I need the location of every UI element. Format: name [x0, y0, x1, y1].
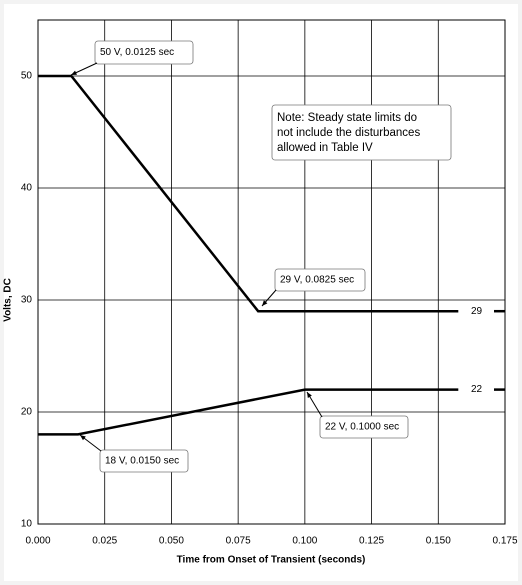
arrow-head [71, 70, 77, 75]
y-tick-label: 10 [21, 519, 33, 530]
callout-box [94, 40, 194, 65]
x-tick-label: 0.175 [492, 536, 517, 547]
x-tick-label: 0.100 [292, 536, 317, 547]
note-line: allowed in Table IV [277, 142, 373, 154]
series-line [38, 388, 459, 436]
x-tick-label: 0.050 [159, 536, 184, 547]
x-tick-label: 0.025 [92, 536, 117, 547]
x-tick-label: 0.150 [426, 536, 451, 547]
y-tick-label: 20 [21, 407, 33, 418]
note-line: not include the disturbances [277, 127, 420, 139]
callout-label: 18 V, 0.0150 sec [105, 456, 179, 467]
arrow-head [80, 435, 86, 441]
callout-label: 50 V, 0.0125 sec [100, 47, 174, 58]
y-axis-title: Volts, DC [3, 278, 14, 322]
callout-label: 22 V, 0.1000 sec [325, 422, 399, 433]
series-line [38, 74, 459, 313]
end-label: 29 [471, 306, 483, 317]
plot-border [37, 19, 506, 525]
x-tick-label: 0.125 [359, 536, 384, 547]
arrow-head [262, 300, 268, 306]
arrow-head [307, 392, 312, 398]
panel [4, 4, 518, 581]
callout-box [319, 415, 409, 439]
y-tick-label: 50 [21, 71, 33, 82]
x-tick-label: 0.000 [25, 536, 50, 547]
callout-label: 29 V, 0.0825 sec [280, 275, 354, 286]
y-tick-label: 40 [21, 183, 33, 194]
end-label: 22 [471, 384, 483, 395]
callout-box [274, 268, 366, 292]
y-tick-label: 30 [21, 295, 33, 306]
x-axis-title: Time from Onset of Transient (seconds) [177, 555, 366, 566]
note-box [271, 104, 452, 161]
callout-box [99, 449, 189, 473]
note-line: Note: Steady state limits do [277, 112, 417, 124]
x-tick-label: 0.075 [226, 536, 251, 547]
